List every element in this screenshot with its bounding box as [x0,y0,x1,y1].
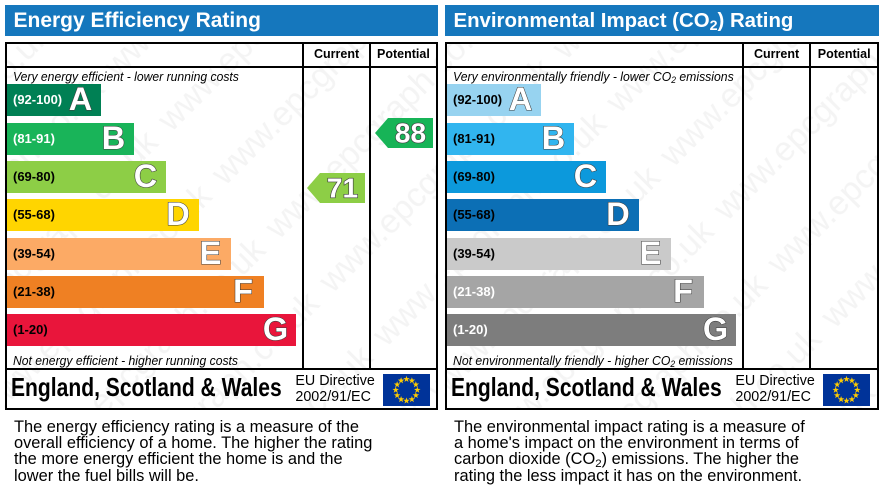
svg-text:71: 71 [327,173,358,203]
svg-text:88: 88 [394,118,425,148]
